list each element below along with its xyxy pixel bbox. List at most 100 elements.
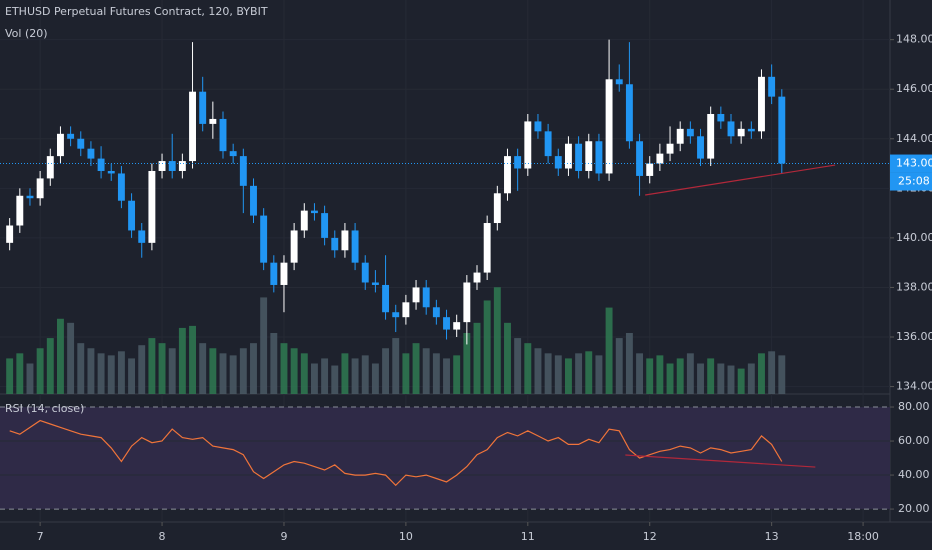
volume-bar xyxy=(341,353,349,394)
candle-body xyxy=(697,136,704,159)
volume-bar xyxy=(747,363,755,394)
volume-bar xyxy=(686,353,694,394)
last-price-box xyxy=(890,154,932,173)
volume-bar xyxy=(260,297,268,394)
volume-bar xyxy=(128,358,136,394)
candle-body xyxy=(341,230,349,251)
candle-body xyxy=(656,153,664,164)
volume-bar xyxy=(392,338,400,394)
rsi-tick-label: 20.00 xyxy=(898,502,930,515)
volume-bar xyxy=(727,365,735,394)
candle-body xyxy=(158,161,166,171)
y-tick-label: 138.00 xyxy=(896,280,932,293)
volume-bar xyxy=(544,353,552,394)
candle-body xyxy=(107,170,115,174)
candle-body xyxy=(270,262,278,285)
candle-body xyxy=(331,237,339,251)
volume-bar xyxy=(717,363,725,394)
candle-body xyxy=(646,163,654,176)
candle-body xyxy=(97,158,105,171)
volume-bar xyxy=(87,348,95,394)
y-tick-label: 140.00 xyxy=(896,231,932,244)
volume-bar xyxy=(16,353,24,394)
candle-body xyxy=(168,161,176,171)
candle-body xyxy=(747,128,755,132)
volume-bar xyxy=(554,355,562,394)
candle-body xyxy=(554,156,562,169)
candle-body xyxy=(737,128,745,137)
rsi-line xyxy=(9,419,783,487)
volume-bar xyxy=(97,353,105,394)
candle-body xyxy=(483,223,491,273)
volume-bar xyxy=(666,363,674,394)
volume-bar xyxy=(158,343,166,394)
candle-body xyxy=(392,312,400,318)
y-tick-label: 134.00 xyxy=(896,380,932,393)
candle-body xyxy=(504,156,511,194)
candle-body xyxy=(544,131,552,157)
y-tick-label: 136.00 xyxy=(896,330,932,343)
candle-body xyxy=(422,287,430,308)
volume-bar xyxy=(504,322,511,394)
volume-bar xyxy=(361,355,369,394)
rsi-tick-label: 40.00 xyxy=(898,468,930,481)
volume-bar xyxy=(67,322,75,394)
candle-body xyxy=(36,178,44,199)
volume-bar xyxy=(524,343,532,394)
volume-bar xyxy=(107,355,115,394)
volume-bar xyxy=(331,365,339,394)
candle-body xyxy=(56,133,64,157)
x-tick-label: 11 xyxy=(521,530,535,543)
rsi-title: RSI (14, close) xyxy=(5,402,84,415)
x-tick-label: 12 xyxy=(643,530,657,543)
overlay-layer xyxy=(0,163,890,487)
candle-body xyxy=(453,322,461,330)
volume-bar xyxy=(737,368,745,394)
volume-bar xyxy=(697,363,704,394)
candle-body xyxy=(686,128,694,137)
candle-body xyxy=(463,282,471,323)
volume-bar xyxy=(229,355,237,394)
volume-bar xyxy=(625,333,633,394)
countdown-label: 25:08 xyxy=(898,175,930,188)
volume-bar xyxy=(371,363,379,394)
candle-body xyxy=(300,210,308,231)
volume-bar xyxy=(46,338,54,394)
volume-bar xyxy=(321,358,329,394)
countdown-box xyxy=(890,172,932,191)
volume-bar xyxy=(656,355,664,394)
volume-bar xyxy=(6,358,14,394)
x-tick-label: 18:00 xyxy=(847,530,879,543)
candle-body xyxy=(473,272,481,283)
volume-bar xyxy=(300,353,308,394)
candle-body xyxy=(290,230,298,263)
candle-body xyxy=(26,195,34,199)
rsi-trendline xyxy=(625,454,816,468)
x-tick-label: 13 xyxy=(765,530,779,543)
volume-bar xyxy=(534,348,542,394)
candle-body xyxy=(625,84,633,142)
candle-body xyxy=(219,118,227,152)
volume-bar xyxy=(382,348,390,394)
candle-body xyxy=(778,96,786,164)
volume-bar xyxy=(483,300,491,394)
x-tick-label: 9 xyxy=(280,530,287,543)
volume-bar xyxy=(575,353,583,394)
grid-layer xyxy=(0,406,890,510)
candle-body xyxy=(717,113,725,122)
volume-bar xyxy=(189,325,196,394)
candle-body xyxy=(768,76,776,97)
candle-body xyxy=(117,173,125,201)
volume-bar xyxy=(219,353,227,394)
volume-bar xyxy=(432,353,440,394)
candle-body xyxy=(585,141,593,171)
volume-bar xyxy=(310,363,318,394)
volume-bar xyxy=(676,358,684,394)
y-tick-label: 146.00 xyxy=(896,82,932,95)
candle-body xyxy=(178,161,186,171)
candle-body xyxy=(534,121,542,132)
y-tick-label: 144.00 xyxy=(896,132,932,145)
volume-bar xyxy=(758,353,765,394)
volume-bar xyxy=(239,348,247,394)
price-trendline xyxy=(645,164,836,196)
